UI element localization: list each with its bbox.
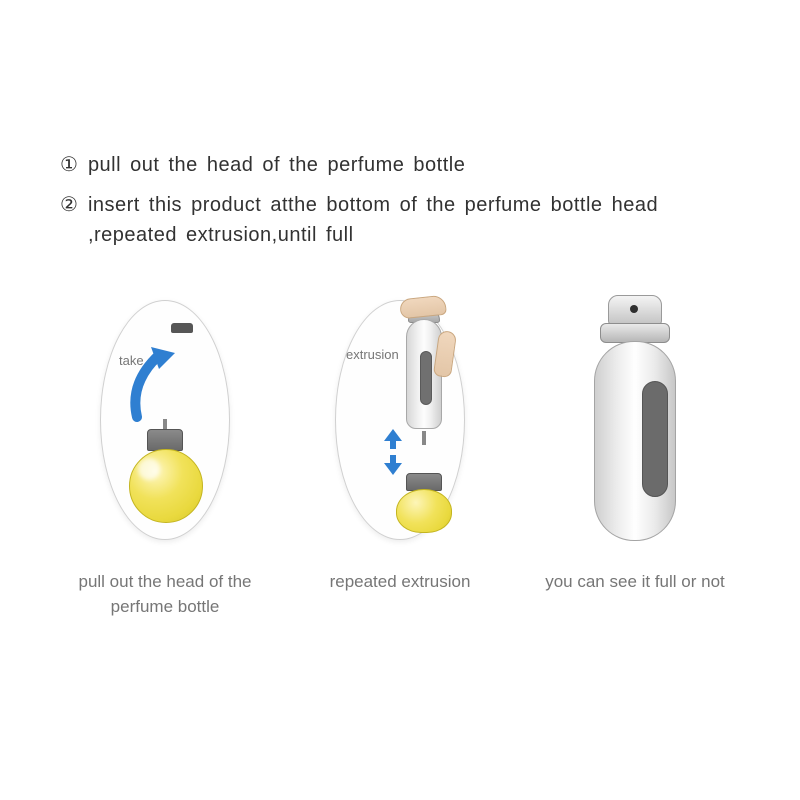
panel-2-illustration: extrusion [310, 290, 490, 550]
panel-1: take off pull out the head of the perfum… [60, 290, 270, 619]
panel-3-caption: you can see it full or not [545, 570, 725, 595]
instruction-2: ② insert this product atthe bottom of th… [60, 190, 740, 250]
panel-1-caption: pull out the head of the perfume bottle [65, 570, 265, 619]
panel-1-illustration: take off [75, 290, 255, 550]
bottle-stem-2-icon [422, 431, 426, 445]
panels-row: take off pull out the head of the perfum… [60, 290, 740, 619]
bottle-stem-icon [163, 419, 167, 429]
panel-3-illustration [545, 290, 725, 550]
panel-2: extrusion repeated extrusion [295, 290, 505, 619]
atomizer-window-icon [420, 351, 432, 405]
perfume-cap-icon [171, 323, 193, 333]
step-text-2: insert this product atthe bottom of the … [88, 190, 740, 250]
atomizer-large-icon [590, 295, 680, 545]
callout-oval-2: extrusion [335, 300, 465, 540]
instructions-block: ① pull out the head of the perfume bottl… [60, 150, 740, 260]
atomizer-large-window-icon [642, 381, 668, 497]
hand-finger-icon [399, 295, 447, 320]
callout-oval-1: take off [100, 300, 230, 540]
spray-hole-icon [630, 305, 638, 313]
instruction-1: ① pull out the head of the perfume bottl… [60, 150, 740, 180]
step-number-2: ② [60, 190, 78, 220]
atomizer-collar-icon [600, 323, 670, 343]
up-down-arrows-icon [384, 429, 402, 475]
step-text-1: pull out the head of the perfume bottle [88, 150, 465, 180]
panel-2-caption: repeated extrusion [330, 570, 471, 595]
panel-3: you can see it full or not [530, 290, 740, 619]
step-number-1: ① [60, 150, 78, 180]
curved-arrow-icon [125, 343, 185, 423]
perfume-bulb-2-icon [396, 489, 452, 533]
bottle-collar-icon [147, 429, 183, 451]
inlabel-extrusion: extrusion [346, 347, 399, 362]
perfume-bulb-icon [129, 449, 203, 523]
